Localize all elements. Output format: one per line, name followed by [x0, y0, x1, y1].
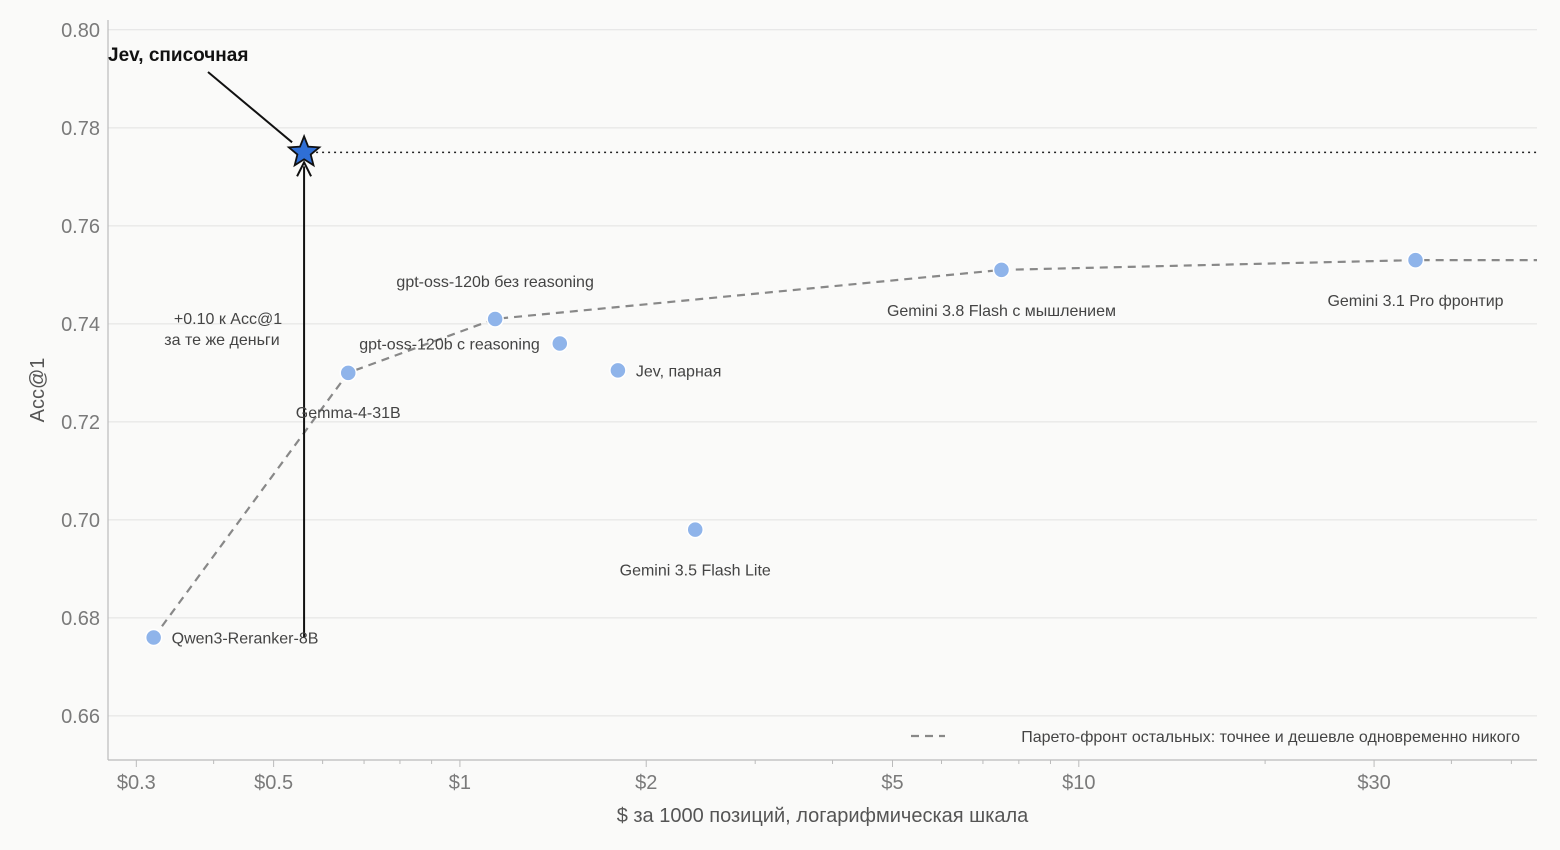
highlight-arrow-line: [207, 71, 293, 144]
x-tick-label: $1: [449, 772, 471, 794]
data-point: [609, 361, 627, 380]
point-label: Gemini 3.5 Flash Lite: [620, 563, 771, 580]
legend-label: Парето-фронт остальных: точнее и дешевле…: [1021, 729, 1520, 746]
legend: Парето-фронт остальных: точнее и дешевле…: [911, 729, 1520, 746]
y-tick-label: 0.68: [61, 608, 100, 630]
x-ticks: $0.3 $0.5 $1 $2 $5 $10 $30: [117, 760, 1512, 794]
data-point: [686, 520, 704, 539]
y-tick-label: 0.80: [61, 20, 100, 42]
x-tick-label: $0.3: [117, 772, 156, 794]
point-label: gpt-oss-120b с reasoning: [359, 336, 540, 353]
x-tick-label: $0.5: [254, 772, 293, 794]
gain-note-line1: +0.10 к Acc@1: [174, 311, 282, 328]
pareto-front-line: [152, 259, 1537, 639]
grid-lines: [108, 29, 1537, 717]
x-tick-label: $10: [1062, 772, 1095, 794]
data-point: [144, 628, 163, 647]
y-tick-label: 0.76: [61, 216, 100, 238]
y-tick-label: 0.72: [61, 412, 100, 434]
axes: [107, 20, 1537, 761]
y-tick-label: 0.66: [61, 706, 100, 728]
point-label: Gemma-4-31B: [296, 405, 401, 422]
highlight-star: [286, 133, 322, 168]
data-points: [144, 251, 1425, 647]
pareto-front: [152, 259, 1537, 639]
point-label: gpt-oss-120b без reasoning: [396, 274, 593, 291]
data-point: [486, 310, 504, 328]
data-point: [1406, 251, 1425, 269]
point-labels: Qwen3-Reranker-8B Gemma-4-31B gpt-oss-120b…: [172, 274, 1504, 648]
point-label: Gemini 3.1 Pro фронтир: [1327, 293, 1503, 310]
x-tick-label: $2: [635, 772, 657, 794]
highlight-label: Jev, списочная: [108, 45, 248, 66]
point-label: Qwen3-Reranker-8B: [172, 630, 319, 647]
y-tick-label: 0.70: [61, 510, 100, 532]
gain-note-line2: за те же деньги: [164, 332, 279, 349]
x-tick-label: $30: [1357, 772, 1390, 794]
gain-arrow-head: [296, 160, 312, 177]
y-tick-label: 0.74: [61, 314, 100, 336]
y-tick-label: 0.78: [61, 118, 100, 140]
reference-lines: +0.10 к Acc@1 за те же деньги: [164, 151, 1537, 638]
data-point: [992, 261, 1011, 279]
highlight-point: Jev, списочная: [108, 45, 322, 168]
point-label: Gemini 3.8 Flash с мышлением: [887, 303, 1116, 320]
point-label: Jev, парная: [636, 363, 721, 380]
y-ticks: 0.66 0.68 0.70 0.72 0.74 0.76 0.78 0.80: [61, 20, 100, 728]
y-axis-title: Acc@1: [27, 358, 49, 423]
data-point: [339, 364, 357, 382]
x-axis-title: $ за 1000 позиций, логарифмическая шкала: [617, 805, 1029, 827]
data-point: [551, 334, 569, 353]
x-tick-label: $5: [881, 772, 903, 794]
